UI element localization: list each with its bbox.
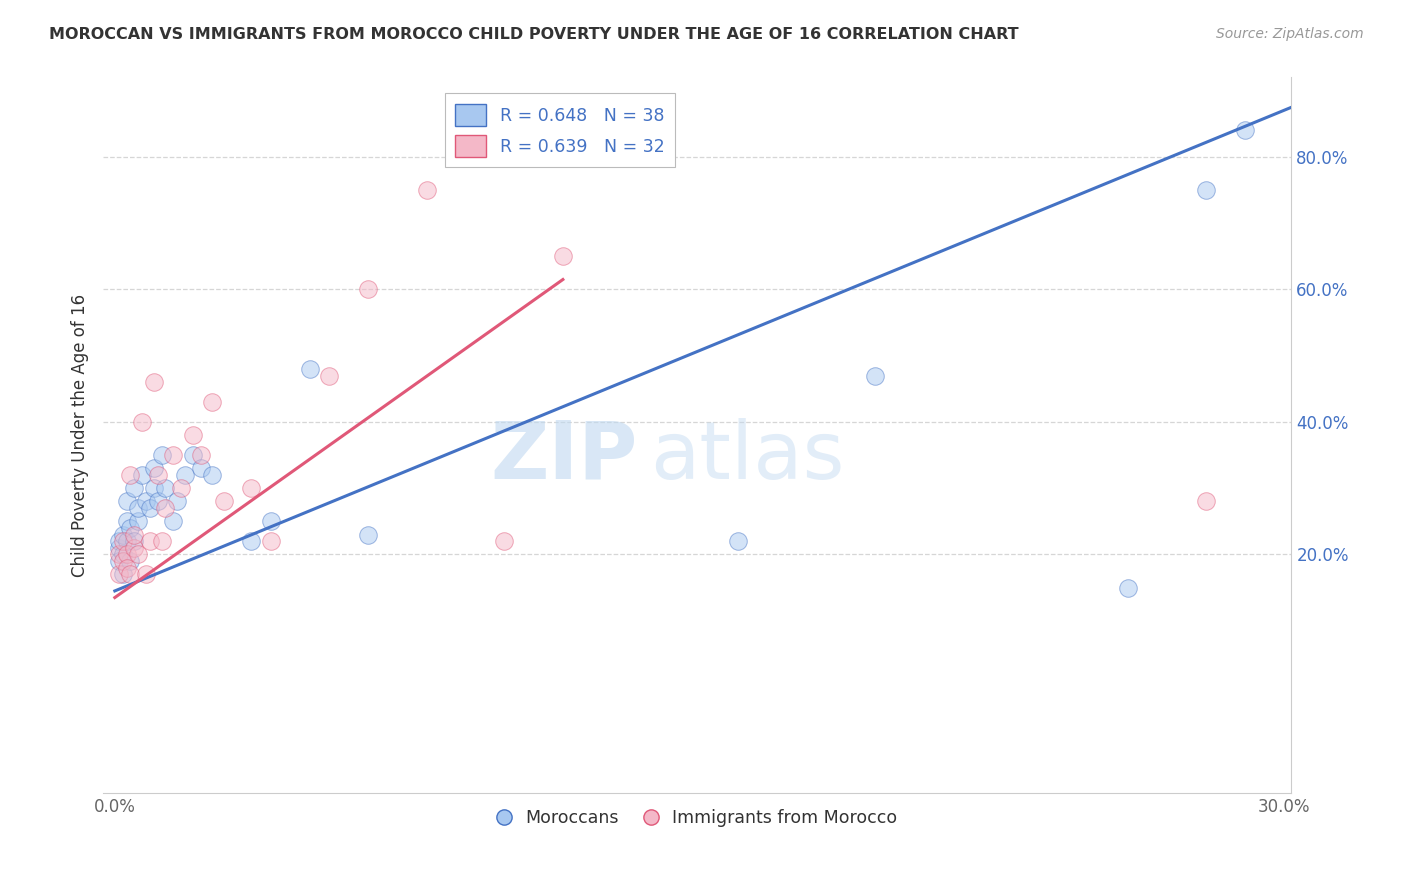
Text: MOROCCAN VS IMMIGRANTS FROM MOROCCO CHILD POVERTY UNDER THE AGE OF 16 CORRELATIO: MOROCCAN VS IMMIGRANTS FROM MOROCCO CHIL… (49, 27, 1019, 42)
Point (174, 467, 197, 482)
Point (120, 521, 142, 535)
Point (124, 534, 146, 549)
Point (170, 481, 193, 495)
Point (120, 567, 142, 582)
Point (124, 481, 146, 495)
Point (124, 527, 146, 541)
Point (131, 467, 153, 482)
Point (201, 395, 224, 409)
Point (115, 534, 138, 549)
Point (155, 501, 177, 516)
Point (155, 481, 177, 495)
Point (863, 368, 886, 383)
Text: Source: ZipAtlas.com: Source: ZipAtlas.com (1216, 27, 1364, 41)
Point (124, 541, 146, 555)
Point (135, 494, 157, 508)
Point (115, 560, 138, 574)
Point (142, 375, 165, 389)
Point (190, 448, 212, 462)
Point (1195, 494, 1218, 508)
Point (162, 514, 184, 528)
Point (120, 554, 142, 568)
Point (1116, 581, 1139, 595)
Point (150, 534, 173, 549)
Text: atlas: atlas (650, 417, 844, 496)
Point (107, 541, 129, 555)
Point (131, 415, 153, 429)
Point (127, 501, 149, 516)
Point (135, 567, 157, 582)
Point (181, 448, 204, 462)
Point (551, 249, 574, 263)
Point (494, 534, 516, 549)
Point (120, 467, 142, 482)
Point (1195, 183, 1218, 197)
Point (107, 567, 129, 582)
Point (127, 548, 149, 562)
Point (111, 554, 134, 568)
Point (260, 534, 283, 549)
Point (107, 554, 129, 568)
Point (127, 514, 149, 528)
Point (115, 514, 138, 528)
Point (111, 548, 134, 562)
Point (727, 534, 749, 549)
Point (415, 183, 437, 197)
Point (111, 527, 134, 541)
Point (107, 534, 129, 549)
Point (107, 548, 129, 562)
Point (162, 448, 184, 462)
Y-axis label: Child Poverty Under the Age of 16: Child Poverty Under the Age of 16 (72, 293, 89, 577)
Point (146, 494, 169, 508)
Point (298, 362, 321, 376)
Point (260, 514, 283, 528)
Point (111, 534, 134, 549)
Point (139, 534, 162, 549)
Point (146, 467, 169, 482)
Point (142, 481, 165, 495)
Point (357, 527, 380, 541)
Point (115, 548, 138, 562)
Point (240, 481, 263, 495)
Point (181, 428, 204, 442)
Point (142, 461, 165, 475)
Point (318, 368, 340, 383)
Point (357, 283, 380, 297)
Point (150, 448, 173, 462)
Point (1233, 123, 1256, 137)
Point (139, 501, 162, 516)
Point (115, 494, 138, 508)
Point (212, 494, 235, 508)
Point (240, 534, 263, 549)
Point (166, 494, 188, 508)
Text: ZIP: ZIP (491, 417, 638, 496)
Point (111, 567, 134, 582)
Point (190, 461, 212, 475)
Point (201, 467, 224, 482)
Legend: Moroccans, Immigrants from Morocco: Moroccans, Immigrants from Morocco (491, 803, 904, 834)
